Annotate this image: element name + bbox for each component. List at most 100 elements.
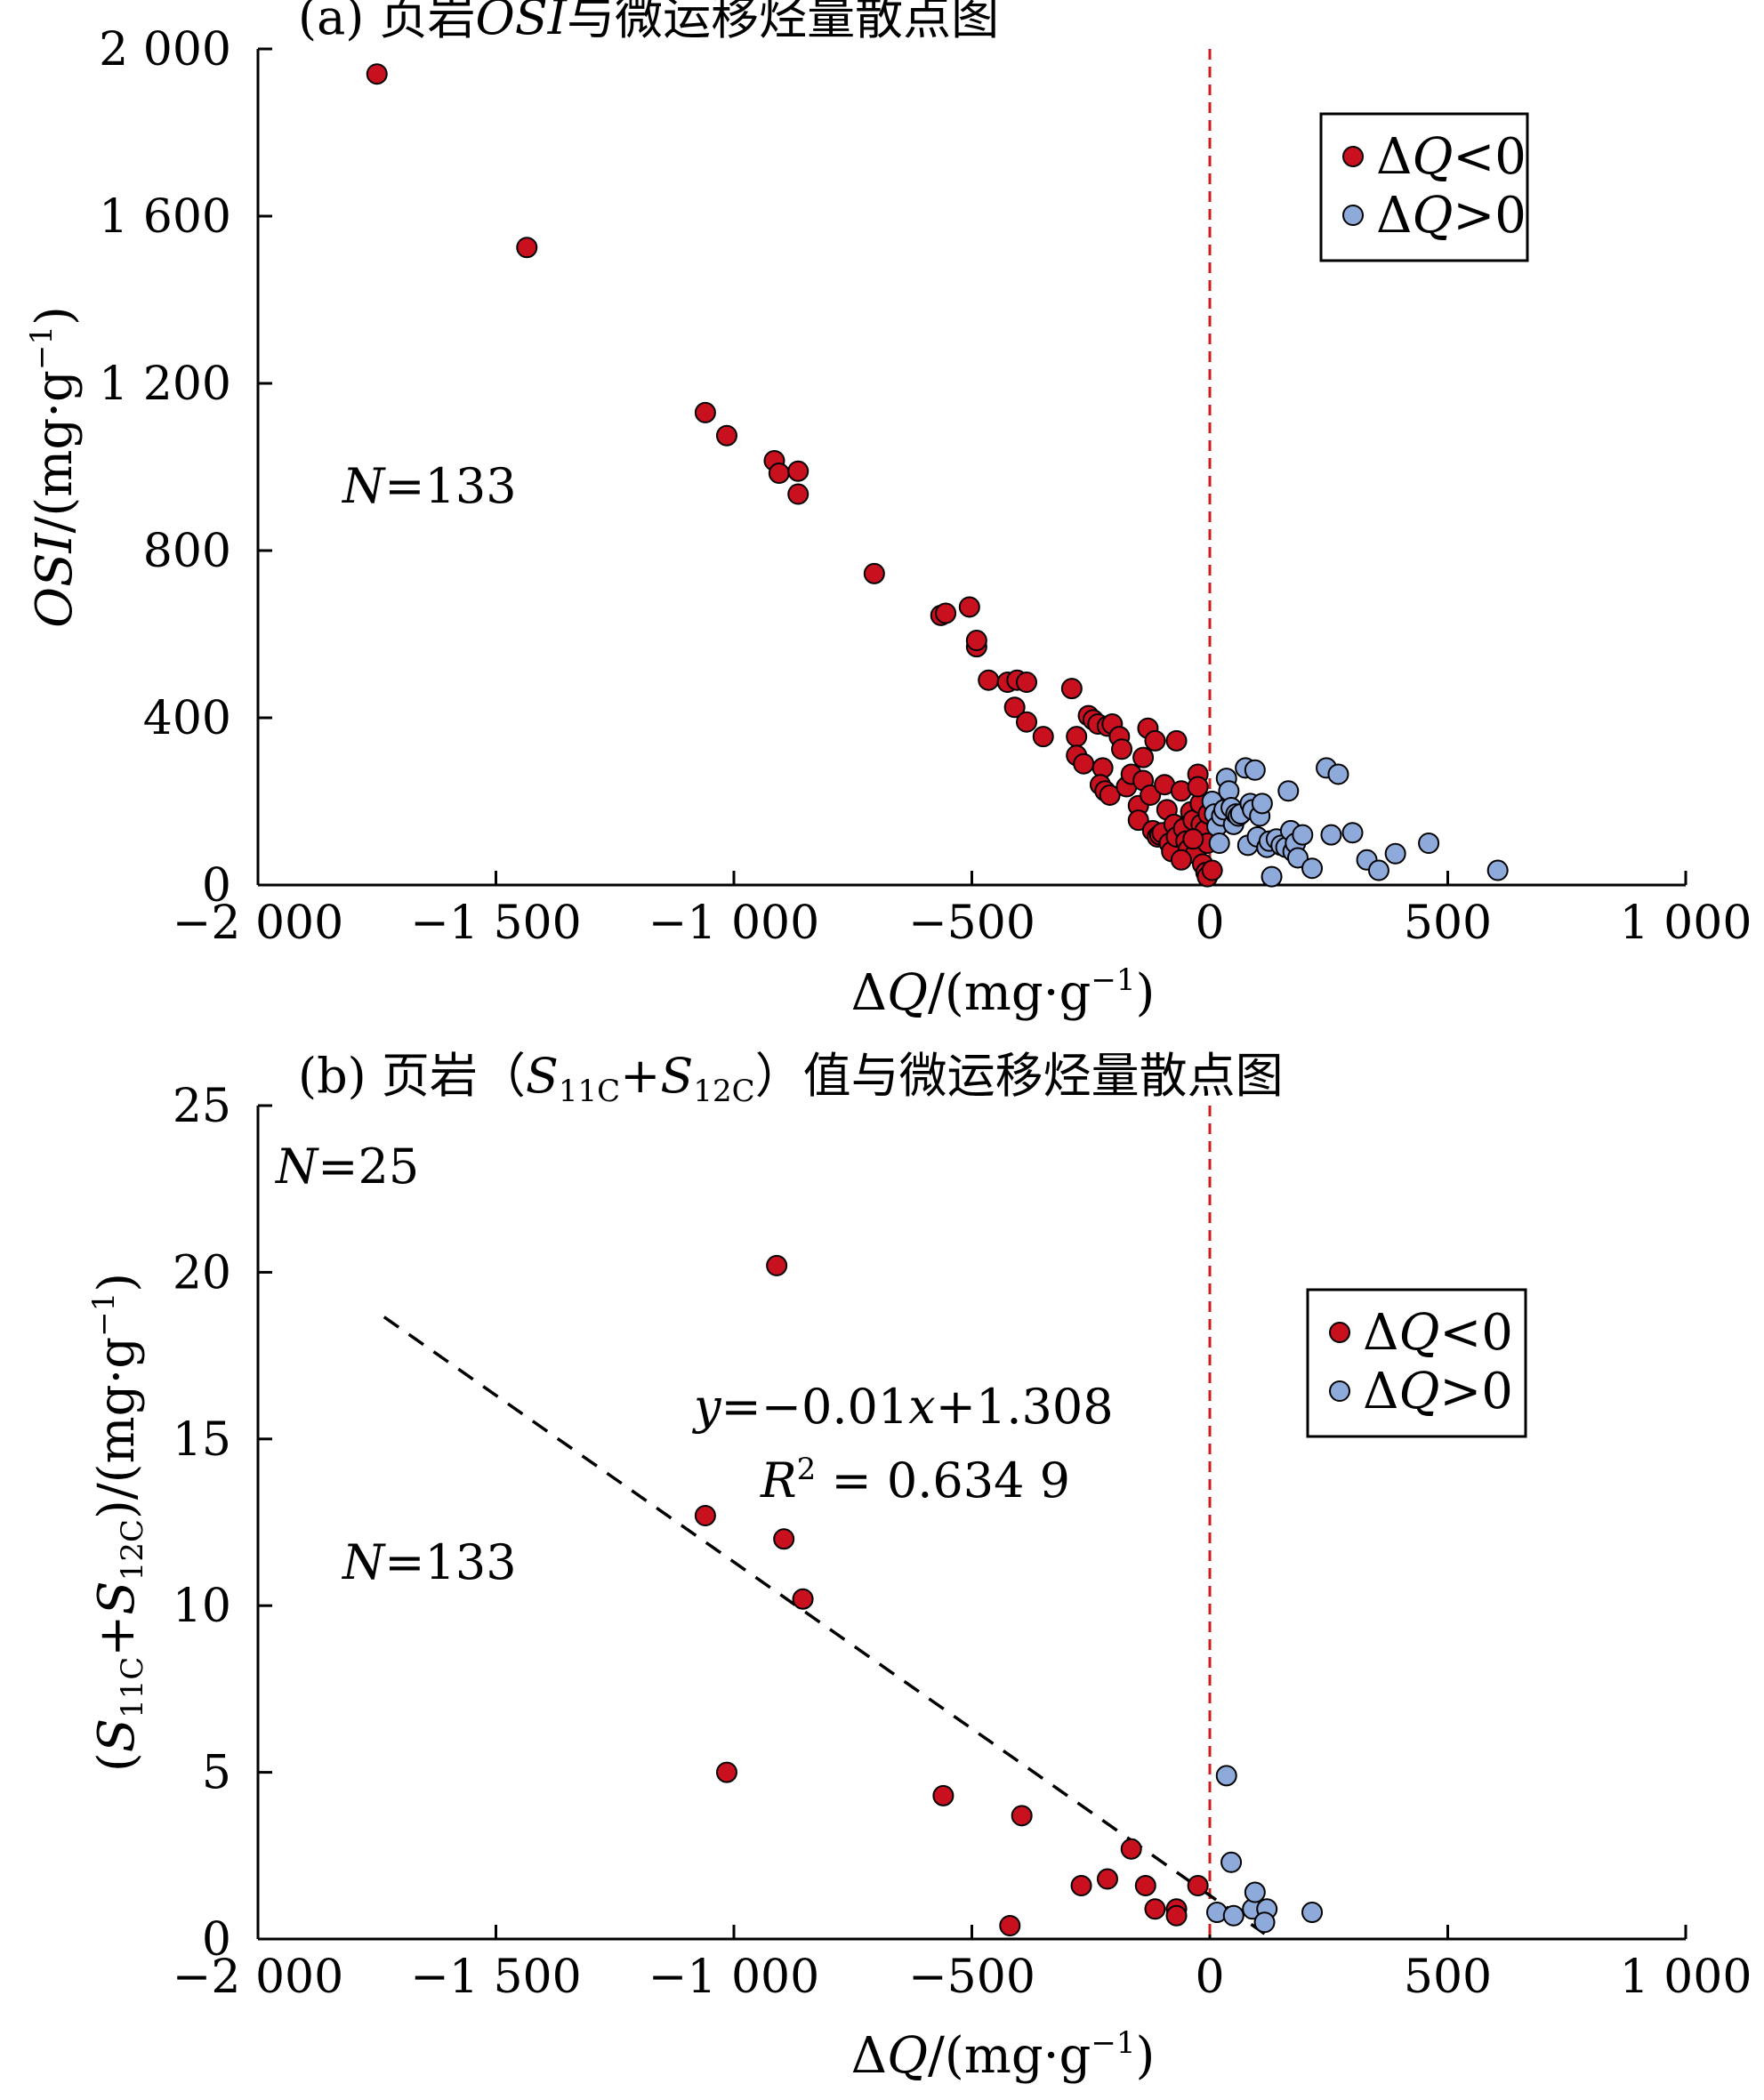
point-negative: [1111, 738, 1133, 760]
y-axis-title: OSI/(mg·g−1): [24, 306, 84, 628]
y-tick-label: 1 600: [99, 190, 231, 244]
point-negative: [787, 460, 810, 482]
legend-box: [1306, 1288, 1527, 1438]
x-tick-label: 500: [1404, 1951, 1492, 2004]
point-positive: [1261, 865, 1283, 888]
point-negative: [1182, 828, 1204, 850]
legend-marker: [1342, 205, 1364, 226]
x-tick-label: 1 000: [1620, 1951, 1752, 2004]
point-negative: [516, 237, 538, 259]
point-negative: [694, 401, 716, 423]
point-positive: [1341, 822, 1364, 844]
point-negative: [715, 424, 737, 447]
y-tick-label: 800: [143, 525, 231, 578]
point-negative: [1132, 746, 1155, 768]
point-negative: [1144, 729, 1166, 752]
point-negative: [1060, 678, 1083, 700]
legend-label: ΔQ<0: [1376, 128, 1526, 186]
x-tick-label: −1 500: [410, 1951, 581, 2004]
point-negative: [694, 1505, 716, 1527]
point-positive: [1244, 1881, 1266, 1903]
sample-count-annotation: N=133: [341, 458, 517, 514]
y-tick-label: 1 200: [99, 358, 231, 411]
panel-title: (a) 页岩OSI与微运移烃量散点图: [298, 0, 999, 45]
point-negative: [766, 1254, 788, 1276]
legend-box: [1319, 112, 1529, 262]
y-tick-label: 15: [173, 1413, 231, 1467]
point-negative: [1170, 849, 1192, 871]
y-tick-label: 0: [202, 859, 231, 913]
legend: ΔQ<0ΔQ>0: [1306, 1288, 1527, 1438]
y-tick-label: 25: [173, 1080, 231, 1133]
point-negative: [935, 602, 957, 624]
point-negative: [978, 669, 1000, 691]
point-negative: [792, 1588, 814, 1610]
point-positive: [1301, 1902, 1324, 1924]
point-negative: [1032, 726, 1054, 748]
point-negative: [366, 63, 388, 85]
y-tick-label: 20: [173, 1246, 231, 1299]
point-negative: [1144, 1898, 1166, 1920]
x-tick-label: −2 000: [173, 897, 343, 950]
x-tick-label: −1 000: [648, 897, 819, 950]
point-negative: [1165, 729, 1188, 752]
point-negative: [773, 1528, 795, 1550]
point-negative: [958, 596, 980, 618]
point-negative: [965, 630, 987, 652]
point-negative: [1073, 752, 1095, 775]
sample-count-annotation: N=25: [274, 1139, 419, 1195]
x-tick-label: 0: [1195, 1951, 1224, 2004]
x-tick-label: −1 500: [410, 897, 581, 950]
panel-1: −2 000 −1 500 −1 000 −500 0 500 1 000 0 5 10 15 20 2…: [86, 1048, 1752, 2085]
point-negative: [1066, 726, 1088, 748]
point-positive: [1253, 1911, 1276, 1934]
point-negative: [1096, 1868, 1118, 1890]
point-positive: [1222, 1904, 1244, 1927]
legend-marker: [1329, 1380, 1350, 1402]
x-axis-title: ΔQ/(mg·g−1): [851, 2025, 1156, 2085]
y-tick-label: 0: [202, 1913, 231, 1967]
point-positive: [1251, 793, 1273, 815]
point-positive: [1320, 824, 1342, 846]
point-positive: [1418, 833, 1440, 854]
point-negative: [1165, 1904, 1188, 1927]
fit-equation: y=−0.01x+1.308: [692, 1379, 1114, 1435]
point-negative: [1127, 809, 1149, 832]
panel-title: (b) 页岩（S11C+S12C）值与微运移烃量散点图: [298, 1048, 1284, 1109]
point-positive: [1277, 780, 1300, 802]
legend-marker: [1329, 1322, 1350, 1343]
point-positive: [1208, 833, 1230, 854]
x-tick-label: 0: [1195, 897, 1224, 950]
x-tick-label: 1 000: [1620, 897, 1752, 950]
x-tick-label: −1 000: [648, 1951, 819, 2004]
x-tick-label: −500: [908, 1951, 1035, 2004]
point-negative: [999, 1915, 1021, 1937]
point-negative: [1187, 1875, 1209, 1897]
point-positive: [1286, 847, 1309, 869]
y-tick-label: 400: [143, 692, 231, 745]
point-negative: [1016, 711, 1038, 733]
point-positive: [1244, 759, 1266, 781]
point-positive: [1215, 1765, 1237, 1787]
point-negative: [1120, 1838, 1142, 1860]
legend-label: ΔQ>0: [1363, 1363, 1513, 1420]
point-negative: [1070, 1875, 1092, 1897]
point-negative: [1201, 859, 1223, 881]
x-tick-label: −500: [908, 897, 1035, 950]
point-negative: [1011, 1805, 1033, 1827]
y-tick-label: 2 000: [99, 23, 231, 76]
point-negative: [1140, 784, 1162, 806]
point-negative: [787, 483, 810, 505]
legend-label: ΔQ>0: [1376, 187, 1526, 245]
point-negative: [1016, 672, 1038, 694]
y-axis-title: (S11C+S12C)/(mg·g−1): [86, 1273, 150, 1772]
sample-count-annotation: N=133: [341, 1534, 517, 1590]
legend-label: ΔQ<0: [1363, 1304, 1513, 1362]
point-positive: [1327, 763, 1349, 785]
panel-0: −2 000 −1 500 −1 000 −500 0 500 1 000 0 400 800 1 …: [24, 0, 1752, 1022]
y-tick-label: 10: [173, 1580, 231, 1633]
legend: ΔQ<0ΔQ>0: [1319, 112, 1529, 262]
point-negative: [1099, 784, 1121, 806]
